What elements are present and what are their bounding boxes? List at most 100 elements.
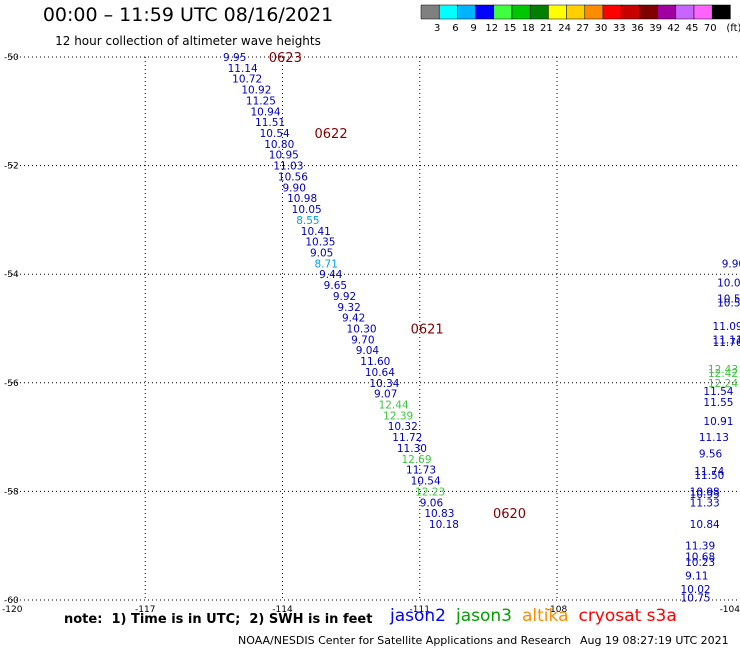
wave-height-value: 11.54 xyxy=(703,386,733,398)
satellite-name: jason2 xyxy=(390,606,446,626)
legend-label: 42 xyxy=(667,23,680,34)
wave-height-value: 11.74 xyxy=(694,466,724,478)
legend-label: 39 xyxy=(649,23,662,34)
legend-label: 24 xyxy=(558,23,571,34)
generated-timestamp: Aug 19 08:27:19 UTC 2021 xyxy=(580,634,729,647)
x-tick-label: -117 xyxy=(135,605,155,615)
footnote: note: 1) Time is in UTC; 2) SWH is in fe… xyxy=(64,612,373,627)
wave-height-value: 11.73 xyxy=(406,465,436,477)
wave-height-value: 10.80 xyxy=(264,139,294,151)
x-tick-label: -104 xyxy=(720,605,740,615)
wave-height-value: 10.02 xyxy=(681,584,711,596)
wave-height-value: 10.56 xyxy=(278,171,308,183)
legend-label: 6 xyxy=(452,23,458,34)
legend-label: 30 xyxy=(595,23,608,34)
legend-label: 45 xyxy=(686,23,699,34)
chart-title: 00:00 – 11:59 UTC 08/16/2021 xyxy=(42,4,334,26)
wave-height-value: 10.84 xyxy=(690,519,720,531)
legend-label: 36 xyxy=(631,23,644,34)
wave-height-value: 10.72 xyxy=(232,74,262,86)
wave-height-value: 12.23 xyxy=(415,486,445,498)
pass-time-label: 0621 xyxy=(411,323,444,338)
wave-height-value: 9.90 xyxy=(722,258,740,270)
satellite-name: altika xyxy=(522,606,569,626)
wave-height-value: 11.50 xyxy=(694,470,724,482)
satellite-name: cryosat s3a xyxy=(578,606,677,626)
wave-height-value: 11.09 xyxy=(713,321,740,333)
wave-height-value: 9.42 xyxy=(342,313,365,325)
wave-height-value: 10.68 xyxy=(685,552,715,564)
wave-height-value: 12.39 xyxy=(383,410,413,422)
wave-height-value: 9.95 xyxy=(223,52,246,64)
legend-swatch xyxy=(566,4,586,20)
wave-height-value: 10.95 xyxy=(269,150,299,162)
axis-ticks: -50 -52 -54 -56 -58 -60-120 -117 -114 -111 -108 -1… xyxy=(2,53,740,615)
wave-height-value: 11.25 xyxy=(246,95,276,107)
x-tick-label: -114 xyxy=(272,605,293,615)
legend-label: 3 xyxy=(434,23,440,34)
wave-height-value: 10.55 xyxy=(717,297,740,309)
y-tick-label: -52 xyxy=(4,162,19,172)
legend-label: 15 xyxy=(504,23,517,34)
legend-swatch xyxy=(475,4,495,20)
legend-label: 9 xyxy=(470,23,476,34)
wave-height-value: 12.24 xyxy=(708,378,738,390)
legend-swatch xyxy=(438,4,458,20)
pass-time-label: 0620 xyxy=(493,507,526,522)
legend-label: 27 xyxy=(576,23,589,34)
wave-height-value: 10.98 xyxy=(690,486,720,498)
wave-height-value: 10.54 xyxy=(260,128,290,140)
y-tick-label: -54 xyxy=(4,270,19,280)
wave-height-value: 12.43 xyxy=(708,364,738,376)
legend-swatch xyxy=(548,4,567,20)
legend-label: 33 xyxy=(613,23,626,34)
wave-height-value: 10.18 xyxy=(429,519,459,531)
y-tick-label: -60 xyxy=(4,596,19,606)
wave-height-value: 10.05 xyxy=(292,204,322,216)
legend-swatch xyxy=(711,4,731,20)
wave-height-value: 8.71 xyxy=(315,258,338,270)
wave-height-value: 11.51 xyxy=(255,117,285,129)
wave-height-value: 11.30 xyxy=(397,443,427,455)
legend-swatch xyxy=(420,4,440,20)
legend-label: 70 xyxy=(704,23,717,34)
wave-height-value: 9.11 xyxy=(685,571,708,583)
wave-height-value: 11.11 xyxy=(713,334,740,346)
legend-swatch xyxy=(620,4,640,20)
wave-height-value: 10.92 xyxy=(241,85,271,97)
wave-height-value: 12.44 xyxy=(379,400,409,412)
satellite-legend: jason2 jason3 altika cryosat s3a xyxy=(390,606,687,626)
wave-height-value: 9.92 xyxy=(333,291,356,303)
credit-line: NOAA/NESDIS Center for Satellite Applica… xyxy=(238,634,572,647)
legend-swatch xyxy=(457,4,476,20)
legend-swatch xyxy=(675,4,695,20)
wave-height-value: 9.07 xyxy=(374,389,397,401)
wave-height-value: 11.13 xyxy=(699,432,729,444)
legend-swatch xyxy=(602,4,622,20)
wave-height-value: 10.41 xyxy=(301,226,331,238)
wave-height-value: 11.60 xyxy=(360,356,390,368)
wave-height-value: 11.14 xyxy=(228,63,258,75)
wave-height-value: 10.30 xyxy=(347,324,377,336)
wave-height-value: 10.93 xyxy=(690,489,720,501)
wave-height-value: 9.04 xyxy=(356,345,380,357)
satellite-name: jason3 xyxy=(456,606,512,626)
wave-height-value: 10.54 xyxy=(411,476,441,488)
wave-height-value: 9.70 xyxy=(351,334,374,346)
wave-height-value: 10.75 xyxy=(681,592,711,604)
wave-height-value: 9.44 xyxy=(319,269,343,281)
wave-height-value: 10.64 xyxy=(365,367,395,379)
wave-height-value: 11.39 xyxy=(685,541,715,553)
legend-label: 18 xyxy=(522,23,535,34)
wave-height-value: 8.55 xyxy=(296,215,319,227)
pass-time-label: 0623 xyxy=(269,51,302,66)
wave-height-value: 10.08 xyxy=(717,277,740,289)
legend-swatch xyxy=(529,4,549,20)
y-tick-label: -58 xyxy=(4,487,19,497)
wave-height-value: 10.35 xyxy=(305,237,335,249)
wave-height-value: 10.91 xyxy=(703,416,733,428)
wave-height-value: 11.76 xyxy=(713,337,740,349)
wave-height-value: 10.98 xyxy=(287,193,317,205)
